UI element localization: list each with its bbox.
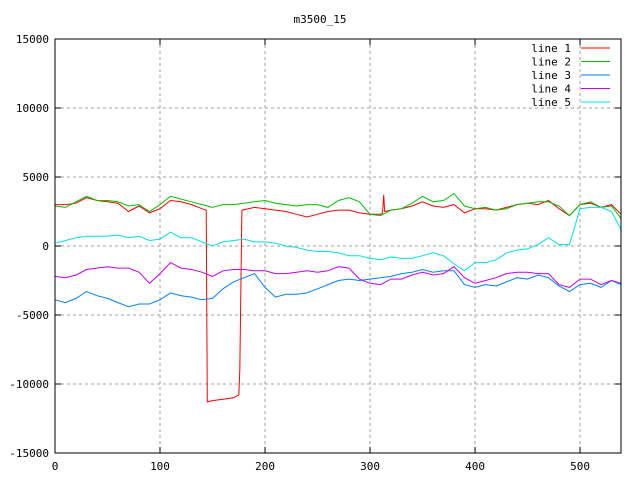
legend-label: line 2: [531, 56, 571, 69]
x-tick-label: 300: [360, 460, 380, 473]
plot-border: [54, 38, 622, 454]
legend-label: line 1: [531, 42, 571, 55]
y-tick-label: 5000: [23, 171, 50, 184]
y-tick-label: -15000: [9, 447, 49, 460]
chart-title: m3500_15: [294, 13, 347, 26]
series-line-5: [54, 206, 622, 272]
x-tick-label: 500: [570, 460, 590, 473]
y-tick-label: 15000: [16, 33, 49, 46]
series-group: [54, 192, 622, 403]
y-tick-label: 10000: [16, 102, 49, 115]
axis-ticks: 0 100 200 300 400 500 -15000 -10000 -5000 0 5000 10…: [9, 33, 621, 473]
series-line-1: [55, 194, 622, 403]
legend-label: line 3: [531, 69, 571, 82]
x-tick-label: 200: [255, 460, 275, 473]
y-tick-label: -10000: [9, 378, 49, 391]
series-line-3: [54, 268, 622, 308]
y-tick-label: 0: [42, 240, 49, 253]
series-line-4: [54, 261, 622, 288]
y-tick-label: -5000: [16, 309, 49, 322]
x-tick-label: 400: [465, 460, 485, 473]
x-tick-label: 0: [52, 460, 59, 473]
legend-label: line 4: [531, 83, 571, 96]
legend-label: line 5: [531, 96, 571, 109]
series-line-2: [54, 192, 622, 219]
x-tick-label: 100: [150, 460, 170, 473]
grid: [55, 39, 621, 453]
